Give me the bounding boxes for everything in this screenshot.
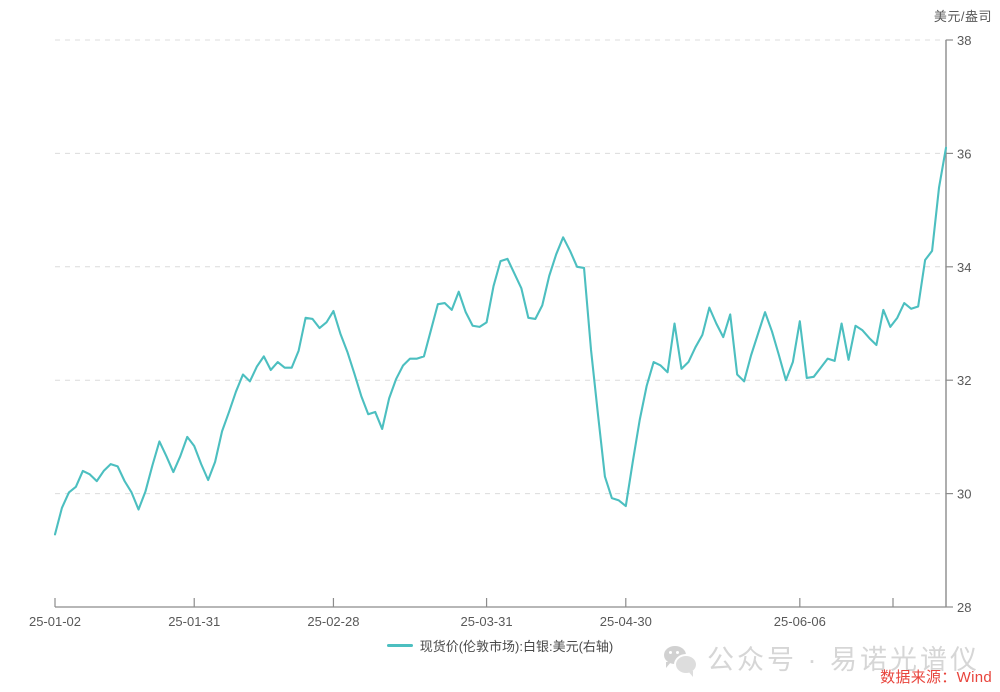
x-tick-label: 25-02-28 [307, 614, 359, 629]
x-tick-label: 25-04-30 [600, 614, 652, 629]
y-tick-label: 34 [957, 260, 971, 275]
x-tick-label: 25-01-02 [29, 614, 81, 629]
legend-label-silver: 现货价(伦敦市场):白银:美元(右轴) [419, 639, 614, 654]
data-source-note: 数据来源：Wind [880, 669, 992, 686]
y-tick-label: 30 [957, 487, 971, 502]
y-tick-label: 28 [957, 600, 971, 615]
silver-price-line [53, 146, 948, 536]
x-tick-label: 25-01-31 [168, 614, 220, 629]
x-axis-ticks: 25-01-02 25-01-31 25-02-28 25-03-31 25-04-30… [29, 598, 894, 629]
gridlines [55, 39, 946, 495]
y-axis-ticks: 28 30 32 34 36 38 [946, 33, 971, 615]
y-tick-label: 32 [957, 373, 971, 388]
y-axis-unit-label: 美元/盎司 [933, 9, 992, 24]
y-tick-label: 38 [957, 33, 971, 48]
x-tick-label: 25-03-31 [461, 614, 513, 629]
x-tick-label: 25-06-06 [774, 614, 826, 629]
chart-legend: 现货价(伦敦市场):白银:美元(右轴) [0, 636, 1000, 655]
legend-color-swatch [386, 644, 413, 647]
y-tick-label: 36 [957, 146, 971, 161]
